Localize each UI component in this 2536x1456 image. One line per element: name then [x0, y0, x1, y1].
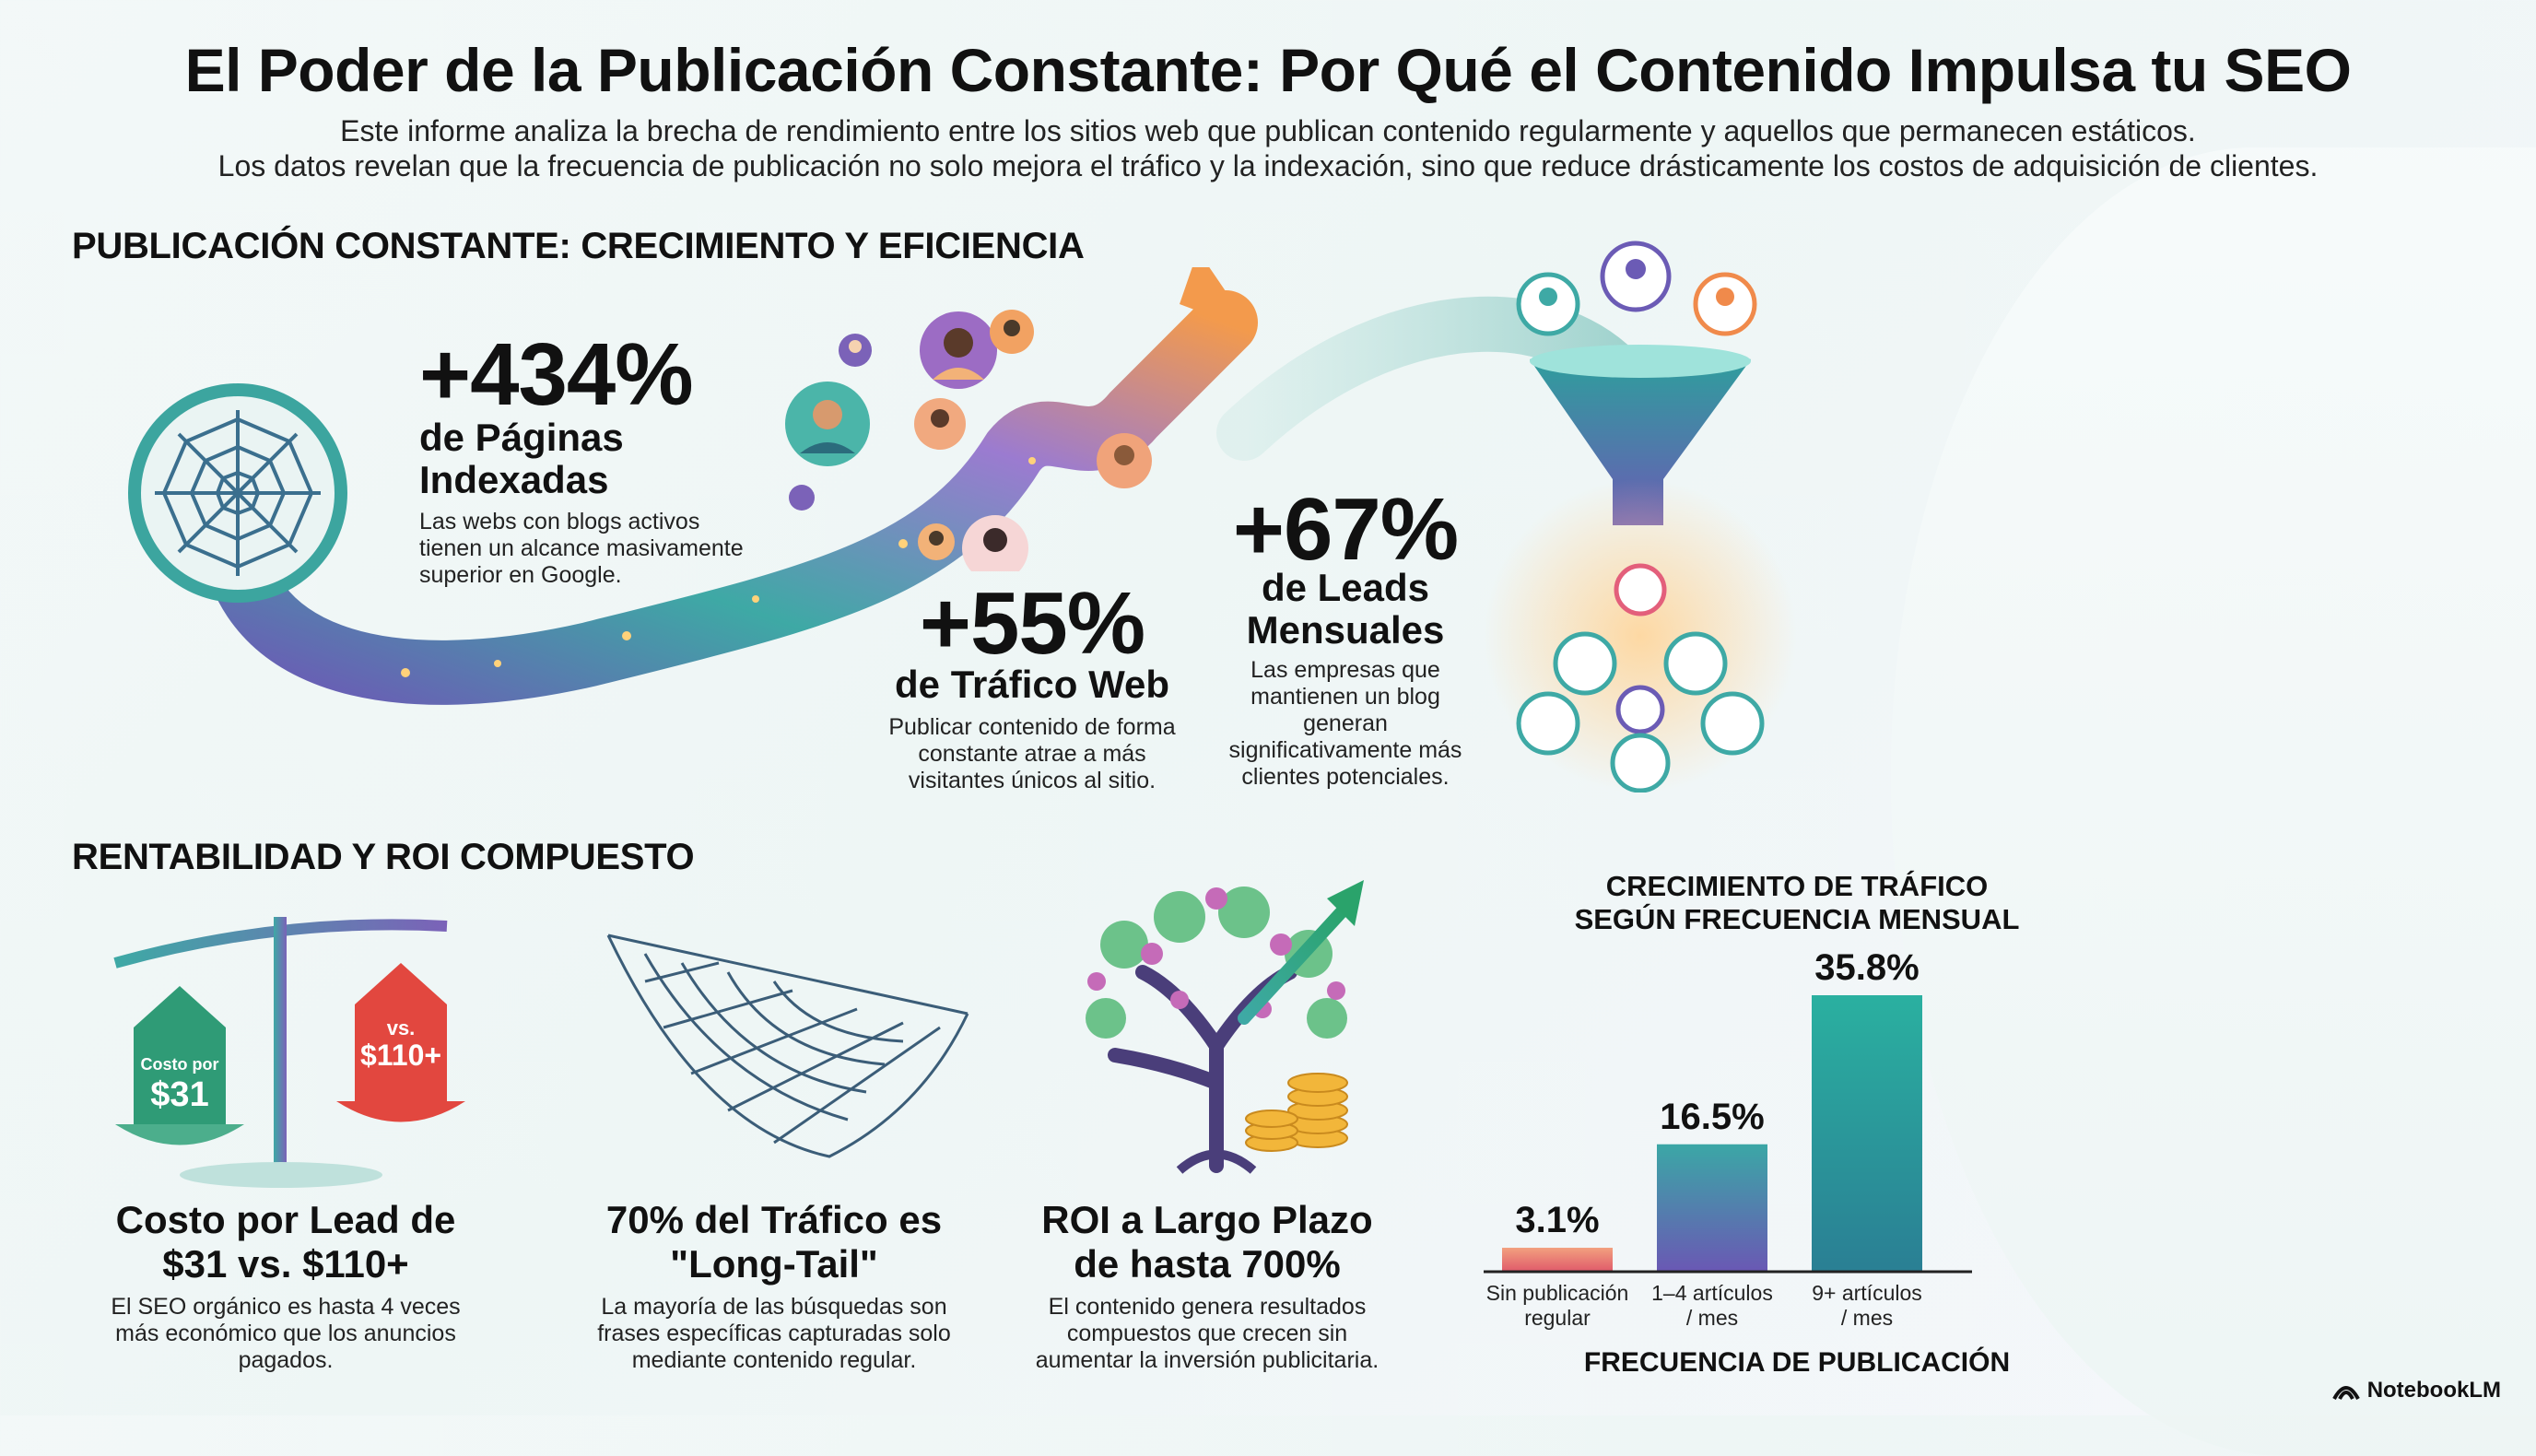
scale-right-tag-small: vs. [386, 1016, 416, 1039]
stat-web-traffic-value: +55% [919, 574, 1145, 673]
bar-category-label-2: 9+ artículos / mes [1812, 1281, 1922, 1330]
notebooklm-logo-icon [2331, 1386, 2360, 1401]
money-tree-icon [1086, 880, 1364, 1174]
scale-left-tag-value: $31 [150, 1075, 209, 1114]
funnel-icon [1484, 241, 1797, 793]
bar-1 [1657, 1144, 1767, 1272]
scale-icon: Costo por $31 vs. $110+ [78, 898, 484, 1203]
bar-value-label-1: 16.5% [1660, 1096, 1765, 1137]
bar-category-label-0: Sin publicación regular [1485, 1281, 1629, 1330]
card-long-tail-title: 70% del Tráfico es "Long-Tail" [605, 1198, 943, 1286]
net-icon [606, 933, 969, 1158]
spider-web-icon [128, 383, 347, 603]
visitors-avatars-icon [785, 310, 1152, 571]
stat-leads-label: de Leads Mensuales [1246, 566, 1445, 652]
footer-brand-label: NotebookLM [2366, 1378, 2501, 1403]
footer-brand: NotebookLM [2331, 1378, 2501, 1403]
bar-value-label-2: 35.8% [1814, 947, 1920, 988]
stat-indexed-pages-label: de Páginas Indexadas [419, 416, 624, 501]
card-roi-title: ROI a Largo Plazo de hasta 700% [1041, 1198, 1373, 1286]
card-cost-per-lead-title: Costo por Lead de $31 vs. $110+ [115, 1198, 456, 1286]
section2-heading: RENTABILIDAD Y ROI COMPUESTO [72, 837, 695, 877]
stat-web-traffic-label: de Tráfico Web [895, 663, 1169, 706]
card-roi-desc: El contenido genera resultados compuesto… [1035, 1294, 1380, 1373]
stat-indexed-pages-desc: Las webs con blogs activos tienen un alc… [419, 509, 744, 588]
traffic-bar-chart: 3.1% Sin publicación regular 16.5% 1–4 artíc… [1474, 947, 1990, 1330]
bar-2 [1812, 995, 1922, 1272]
bar-category-label-1: 1–4 artículos / mes [1651, 1281, 1773, 1330]
subtitle-line-2: Los datos revelan que la frecuencia de p… [217, 149, 2319, 182]
stat-leads-desc: Las empresas que mantienen un blog gener… [1228, 657, 1462, 790]
stat-indexed-pages-value: +434% [419, 325, 694, 424]
chart-x-axis-label: FRECUENCIA DE PUBLICACIÓN [1583, 1347, 2011, 1378]
bar-value-label-0: 3.1% [1515, 1200, 1600, 1241]
background-shape [1891, 147, 2536, 1456]
scale-left-tag-small: Costo por [140, 1055, 219, 1074]
page-title: El Poder de la Publicación Constante: Po… [184, 36, 2352, 104]
stat-web-traffic-desc: Publicar contenido de forma constante at… [888, 714, 1176, 793]
subtitle-line-1: Este informe analiza la brecha de rendim… [340, 114, 2196, 147]
chart-title: CRECIMIENTO DE TRÁFICO SEGÚN FRECUENCIA … [1574, 870, 2020, 935]
stat-leads-value: +67% [1232, 480, 1459, 579]
section1-heading: PUBLICACIÓN CONSTANTE: CRECIMIENTO Y EFI… [72, 226, 1085, 266]
bar-0 [1502, 1248, 1613, 1272]
card-cost-per-lead-desc: El SEO orgánico es hasta 4 veces más eco… [111, 1294, 461, 1373]
scale-right-tag-value: $110+ [359, 1039, 442, 1072]
card-long-tail-desc: La mayoría de las búsquedas son frases e… [597, 1294, 951, 1373]
